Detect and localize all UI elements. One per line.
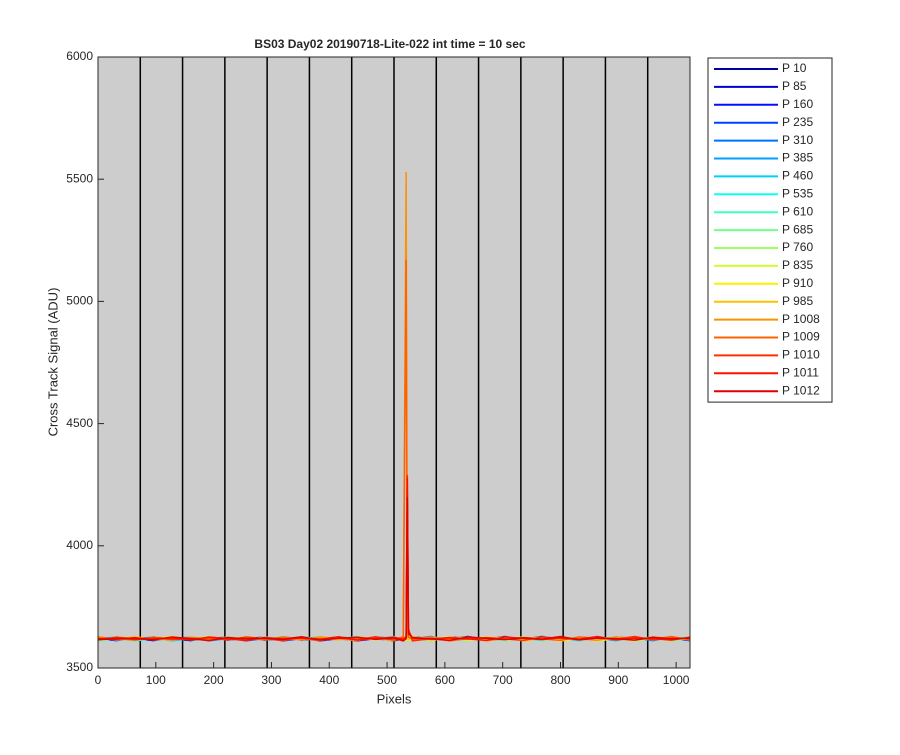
y-tick-label: 5500 [66,171,93,185]
legend-label: P 835 [782,258,813,272]
x-tick-label: 900 [608,673,628,687]
legend-label: P 1010 [782,348,820,362]
y-tick-label: 6000 [66,49,93,63]
legend-label: P 1008 [782,312,820,326]
y-tick-label: 4500 [66,416,93,430]
legend-label: P 1009 [782,330,820,344]
legend-label: P 1011 [782,365,819,379]
x-tick-label: 400 [319,673,339,687]
chart-title: BS03 Day02 20190718-Lite-022 int time = … [254,37,525,51]
legend-label: P 385 [782,151,813,165]
legend-label: P 535 [782,186,813,200]
series-line [97,259,691,642]
legend-label: P 460 [782,169,813,183]
legend-label: P 235 [782,115,813,129]
x-tick-label: 0 [95,673,102,687]
y-tick-label: 3500 [66,660,93,674]
legend-label: P 685 [782,222,813,236]
legend-label: P 310 [782,133,813,147]
x-axis-label: Pixels [377,691,412,706]
legend-label: P 10 [782,61,807,75]
legend-label: P 85 [782,79,807,93]
x-tick-label: 100 [146,673,166,687]
x-tick-label: 800 [550,673,570,687]
x-tick-label: 600 [435,673,455,687]
x-tick-label: 200 [204,673,224,687]
legend-label: P 1012 [782,383,820,397]
plot-frame [97,56,691,669]
x-tick-label: 700 [493,673,513,687]
y-tick-label: 4000 [66,538,93,552]
legend-label: P 160 [782,97,813,111]
x-tick-label: 1000 [663,673,690,687]
legend-label: P 760 [782,240,813,254]
series-line [97,496,691,642]
y-tick-label: 5000 [66,294,93,308]
x-tick-label: 500 [377,673,397,687]
legend-label: P 610 [782,204,813,218]
legend-label: P 910 [782,276,813,290]
legend-label: P 985 [782,294,813,308]
x-tick-label: 300 [261,673,281,687]
y-axis-label: Cross Track Signal (ADU) [45,288,60,437]
